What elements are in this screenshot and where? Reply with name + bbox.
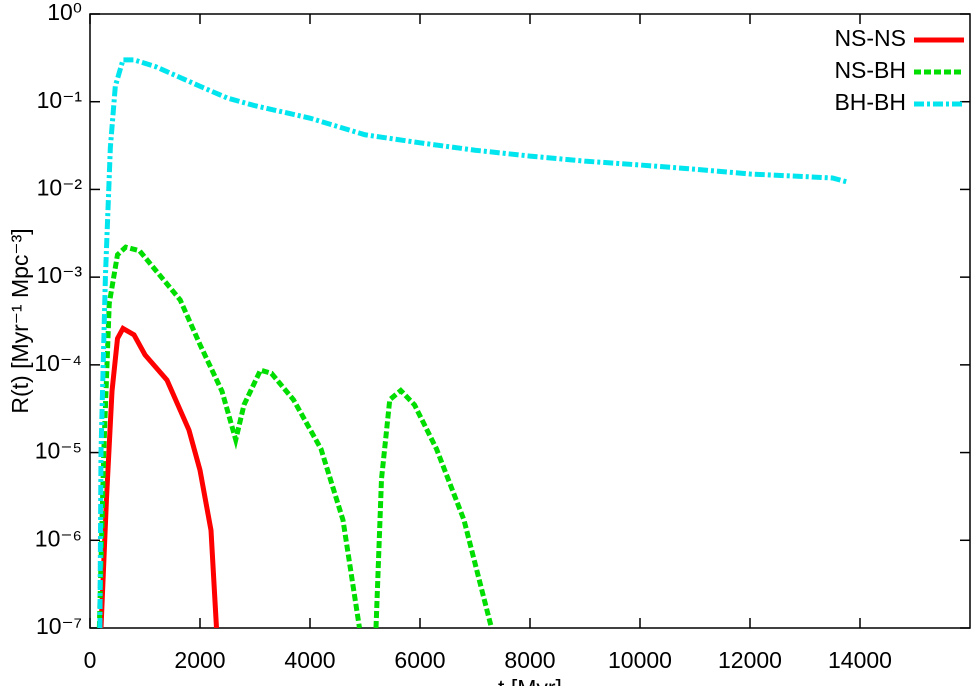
legend-label: BH-BH: [834, 89, 906, 115]
x-tick-label: 2000: [174, 647, 225, 673]
series-line: [97, 57, 850, 628]
y-tick-label: 10⁻²: [37, 175, 83, 201]
x-tick-label: 6000: [394, 647, 445, 673]
plot-area: [96, 57, 850, 628]
y-tick-label: 10⁰: [47, 0, 82, 25]
x-tick-label: 4000: [284, 647, 335, 673]
series-line: [96, 244, 362, 628]
x-tick-label: 8000: [504, 647, 555, 673]
x-tick-label: 12000: [718, 647, 782, 673]
y-tick-label: 10⁻⁶: [35, 525, 82, 551]
legend-label: NS-BH: [834, 57, 906, 83]
x-tick-label: 14000: [828, 647, 892, 673]
y-tick-label: 10⁻³: [37, 262, 83, 288]
series-line: [373, 387, 494, 628]
y-tick-label: 10⁻⁴: [34, 350, 82, 376]
y-tick-label: 10⁻⁷: [36, 613, 82, 639]
x-tick-label: 0: [84, 647, 97, 673]
y-axis-label: R(t) [Myr⁻¹ Mpc⁻³]: [7, 228, 33, 413]
y-tick-label: 10⁻¹: [37, 87, 83, 113]
x-axis-label: t [Myr]: [498, 675, 562, 686]
x-tick-label: 10000: [608, 647, 672, 673]
series-line: [98, 325, 219, 628]
y-tick-label: 10⁻⁵: [35, 438, 82, 464]
legend-label: NS-NS: [834, 25, 906, 51]
